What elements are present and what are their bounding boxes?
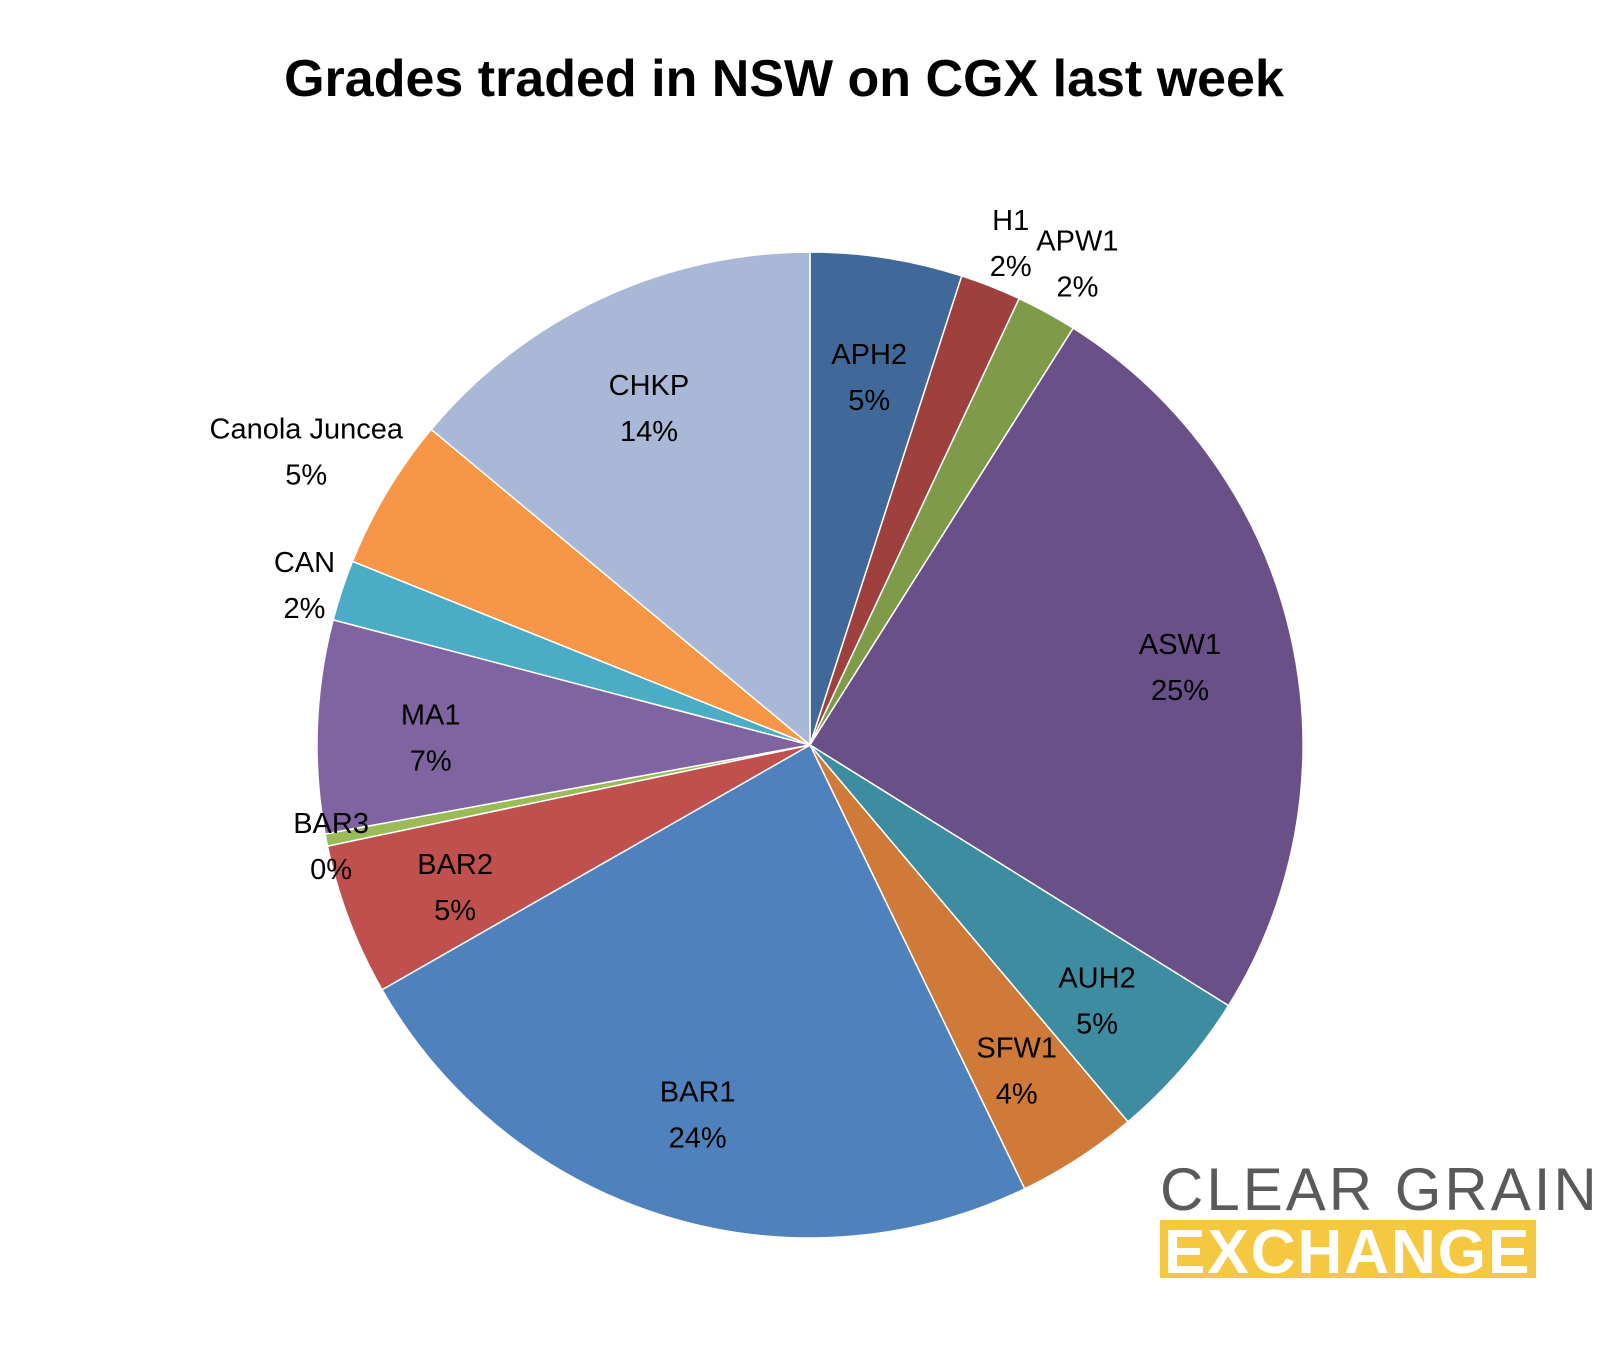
pie-slice-bar1	[381, 743, 1026, 1239]
slice-label-percent: 24%	[669, 1123, 727, 1155]
logo-line1: CLEAR GRAIN	[1160, 1156, 1600, 1223]
logo-line2: EXCHANGE	[1164, 1218, 1531, 1287]
slice-label-percent: 5%	[434, 895, 476, 927]
slice-label-name: BAR3	[293, 808, 369, 840]
slice-label-name: ASW1	[1139, 629, 1221, 661]
pie-slice-chkp	[430, 251, 811, 747]
logo-band	[1160, 1220, 1536, 1278]
slice-label-percent: 2%	[1056, 271, 1098, 303]
clear-grain-exchange-logo: CLEAR GRAIN EXCHANGE	[1160, 1156, 1600, 1287]
slice-label-name: AUH2	[1058, 962, 1135, 994]
pie-slice-asw1	[808, 327, 1304, 1007]
slice-label-name: Canola Juncea	[210, 413, 404, 445]
slice-label-percent: 5%	[1076, 1008, 1118, 1040]
slice-label-percent: 4%	[996, 1078, 1038, 1110]
slice-label-percent: 7%	[410, 746, 452, 778]
slice-label-name: CAN	[274, 547, 335, 579]
pie-slice-canola-juncea	[351, 428, 811, 746]
pie-slice-bar2	[326, 744, 811, 991]
slice-label-percent: 0%	[310, 854, 352, 886]
pie-slices	[316, 251, 1304, 1239]
slice-label-percent: 5%	[285, 459, 327, 491]
slice-label-name: MA1	[401, 700, 461, 732]
slice-label-name: BAR1	[660, 1077, 736, 1109]
pie-labels: APH25%H12%APW12%ASW125%AUH25%SFW14%BAR12…	[210, 205, 1222, 1155]
slice-label-percent: 2%	[990, 251, 1032, 283]
chart-title: Grades traded in NSW on CGX last week	[284, 50, 1284, 108]
slice-label-name: APW1	[1036, 225, 1118, 257]
slice-label-percent: 5%	[848, 385, 890, 417]
pie-slice-auh2	[809, 744, 1230, 1123]
pie-slice-aph2	[809, 251, 963, 746]
slice-label-percent: 2%	[283, 593, 325, 625]
slice-label-name: BAR2	[417, 849, 493, 881]
slice-label-percent: 14%	[620, 416, 678, 448]
slice-label-name: SFW1	[976, 1032, 1057, 1064]
pie-slice-ma1	[316, 618, 811, 835]
slice-label-name: CHKP	[609, 370, 690, 402]
slice-label-name: H1	[992, 205, 1029, 237]
slice-label-percent: 25%	[1151, 675, 1209, 707]
slice-label-name: APH2	[831, 339, 907, 371]
